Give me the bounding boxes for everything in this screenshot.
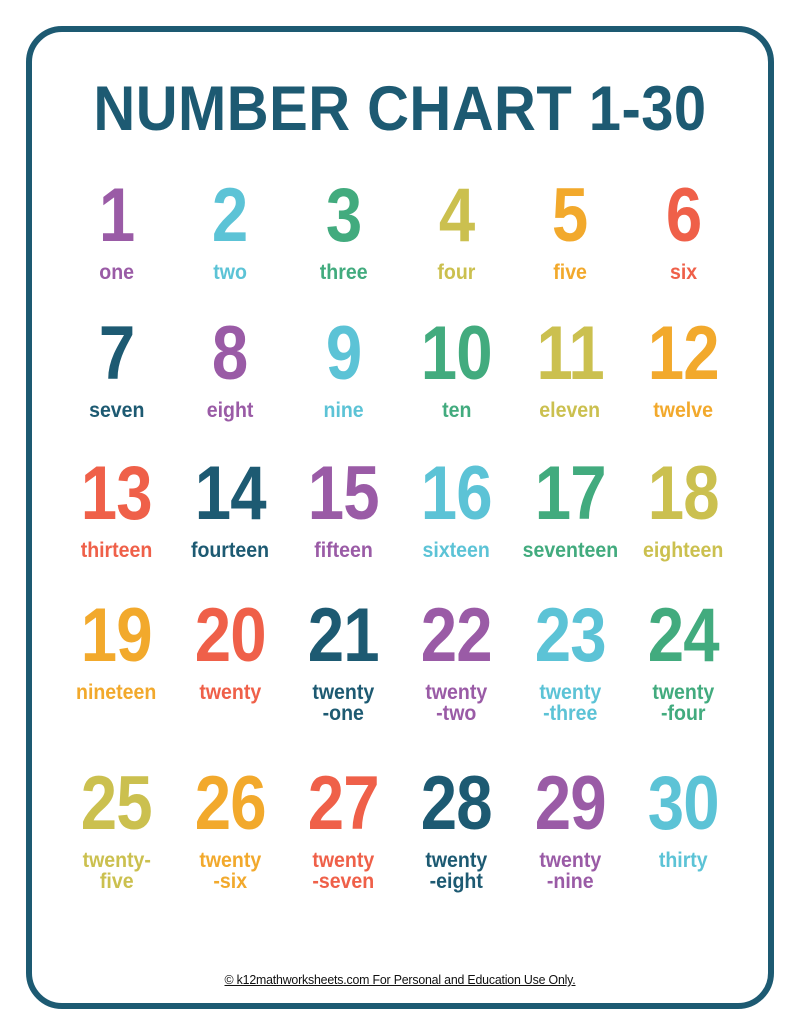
number-cell: 16 sixteen (400, 456, 513, 598)
number-word-label: seventeen (522, 539, 618, 562)
number-cell: 29 twenty -nine (513, 766, 626, 926)
number-glyph: 13 (81, 451, 153, 536)
number-cell: 11 eleven (513, 316, 626, 456)
number-word-label: twenty -six (199, 849, 261, 894)
number-word-label: twenty -four (652, 681, 715, 726)
number-glyph: 27 (307, 761, 380, 846)
number-cell: 23 twenty -three (513, 598, 626, 766)
number-glyph: 11 (536, 311, 604, 396)
number-cell: 14 fourteen (173, 456, 286, 598)
number-word-label: twenty (199, 681, 261, 704)
number-glyph: 1 (98, 173, 135, 258)
number-cell: 17 seventeen (513, 456, 626, 598)
number-word-label: seven (88, 399, 145, 422)
number-cell: 3 three (287, 178, 400, 316)
number-glyph: 9 (325, 311, 362, 396)
number-word-label: ten (442, 399, 472, 422)
number-glyph: 10 (421, 311, 493, 396)
number-cell: 10 ten (400, 316, 513, 456)
number-cell: 15 fifteen (287, 456, 400, 598)
number-cell: 13 thirteen (60, 456, 173, 598)
number-cell: 22 twenty -two (400, 598, 513, 766)
number-glyph: 23 (534, 593, 606, 678)
number-word-label: twelve (653, 399, 714, 422)
number-word-label: twenty -eight (425, 849, 488, 894)
number-grid: 1 one 2 two 3 three 4 four 5 five 6 six 7 seven 8 eight… (60, 178, 740, 926)
number-glyph: 3 (325, 173, 362, 258)
number-word-label: nineteen (76, 681, 157, 704)
number-glyph: 8 (212, 311, 248, 396)
number-word-label: eight (206, 399, 254, 422)
number-cell: 21 twenty -one (287, 598, 400, 766)
number-word-label: fourteen (190, 539, 270, 562)
number-word-label: twenty -one (312, 681, 375, 726)
number-glyph: 22 (421, 593, 493, 678)
number-glyph: 28 (421, 761, 493, 846)
number-cell: 19 nineteen (60, 598, 173, 766)
number-glyph: 24 (647, 593, 720, 678)
number-word-label: one (99, 261, 135, 284)
number-word-label: five (553, 261, 587, 284)
number-word-label: six (669, 261, 697, 284)
number-word-label: twenty -nine (539, 849, 601, 894)
page-title: NUMBER CHART 1-30 (93, 74, 707, 144)
number-cell: 9 nine (287, 316, 400, 456)
number-cell: 4 four (400, 178, 513, 316)
number-cell: 30 thirty (627, 766, 740, 926)
number-word-label: sixteen (423, 539, 491, 562)
number-glyph: 25 (81, 761, 153, 846)
number-word-label: three (319, 261, 368, 284)
number-glyph: 12 (647, 311, 720, 396)
number-cell: 18 eighteen (627, 456, 740, 598)
number-glyph: 26 (194, 761, 266, 846)
number-glyph: 7 (98, 311, 135, 396)
number-word-label: two (213, 261, 247, 284)
number-cell: 27 twenty -seven (287, 766, 400, 926)
number-cell: 1 one (60, 178, 173, 316)
number-glyph: 20 (194, 593, 266, 678)
number-cell: 24 twenty -four (627, 598, 740, 766)
number-glyph: 2 (212, 173, 248, 258)
number-glyph: 16 (421, 451, 493, 536)
number-glyph: 4 (438, 173, 475, 258)
number-cell: 7 seven (60, 316, 173, 456)
copyright-footer: © k12mathworksheets.com For Personal and… (224, 972, 576, 987)
number-cell: 26 twenty -six (173, 766, 286, 926)
number-glyph: 5 (552, 173, 588, 258)
number-word-label: twenty -seven (312, 849, 375, 894)
number-glyph: 19 (81, 593, 153, 678)
number-word-label: eleven (539, 399, 601, 422)
number-glyph: 18 (647, 451, 720, 536)
number-word-label: four (437, 261, 476, 284)
number-cell: 5 five (513, 178, 626, 316)
number-word-label: nine (323, 399, 364, 422)
number-glyph: 30 (647, 761, 720, 846)
number-cell: 6 six (627, 178, 740, 316)
number-cell: 8 eight (173, 316, 286, 456)
number-word-label: twenty -three (539, 681, 601, 726)
number-word-label: eighteen (643, 539, 724, 562)
number-cell: 2 two (173, 178, 286, 316)
number-glyph: 17 (534, 451, 606, 536)
number-cell: 12 twelve (627, 316, 740, 456)
number-cell: 20 twenty (173, 598, 286, 766)
number-glyph: 21 (307, 593, 380, 678)
number-word-label: thirteen (80, 539, 153, 562)
poster-border-frame (26, 26, 774, 1009)
number-glyph: 15 (307, 451, 380, 536)
number-glyph: 6 (665, 173, 702, 258)
number-glyph: 29 (534, 761, 606, 846)
number-cell: 28 twenty -eight (400, 766, 513, 926)
number-glyph: 14 (194, 451, 266, 536)
number-word-label: twenty- five (82, 849, 151, 894)
number-word-label: twenty -two (425, 681, 488, 726)
number-word-label: thirty (658, 849, 708, 872)
number-cell: 25 twenty- five (60, 766, 173, 926)
number-word-label: fifteen (314, 539, 373, 562)
